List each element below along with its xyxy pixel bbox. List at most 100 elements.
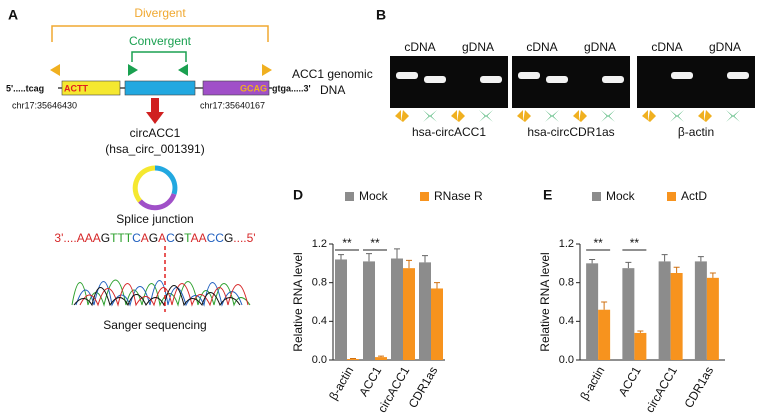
base: 3'....AAA bbox=[54, 231, 100, 245]
y-axis-label: Relative RNA level bbox=[538, 252, 552, 351]
base: G bbox=[101, 231, 110, 245]
legend-label: ActD bbox=[681, 189, 707, 203]
base: G bbox=[149, 231, 158, 245]
coordinate: chr17:35640167 bbox=[200, 100, 265, 110]
gene-label: hsa-circCDR1as bbox=[527, 125, 614, 139]
bar bbox=[431, 288, 443, 360]
panel-label: D bbox=[293, 187, 303, 203]
legend-label: Mock bbox=[359, 189, 389, 203]
error-bar bbox=[673, 266, 680, 273]
band bbox=[480, 76, 502, 83]
exon bbox=[61, 80, 121, 96]
x-tick-label: β-actin bbox=[326, 364, 356, 402]
convergent-label: Convergent bbox=[129, 34, 192, 48]
base: AA bbox=[191, 231, 207, 245]
legend-label: Mock bbox=[606, 189, 636, 203]
primer-pair bbox=[517, 110, 531, 122]
gel: cDNA gDNA hsa-circACC1 cDNA gDNA hsa-circCDR1… bbox=[390, 40, 755, 139]
y-tick-label: 1.2 bbox=[559, 238, 574, 250]
primer-pair bbox=[479, 110, 493, 122]
x-tick-label: ACC1 bbox=[356, 364, 384, 399]
circ-name: circACC1 bbox=[130, 126, 181, 140]
base: G bbox=[175, 231, 184, 245]
bar bbox=[419, 262, 431, 360]
legend-swatch bbox=[667, 192, 676, 201]
junction-label: Splice junction bbox=[116, 212, 193, 226]
primer-pair bbox=[601, 110, 615, 122]
gel-image bbox=[637, 56, 755, 108]
sequence: 3'....AAAGTTTCAGACGTAACCG....5' bbox=[54, 231, 255, 245]
error-bar bbox=[422, 255, 428, 263]
bar bbox=[403, 268, 415, 360]
x-tick-label: circACC1 bbox=[643, 364, 681, 415]
band bbox=[727, 72, 749, 79]
bar bbox=[598, 309, 611, 360]
y-tick-label: 0.4 bbox=[559, 315, 574, 327]
band bbox=[518, 72, 540, 79]
y-tick-label: 0.4 bbox=[312, 315, 327, 327]
base: C bbox=[132, 231, 141, 245]
dna-label: ACC1 genomic bbox=[292, 67, 373, 81]
band bbox=[424, 76, 446, 83]
band bbox=[671, 72, 693, 79]
base: ....5' bbox=[233, 231, 255, 245]
base: C bbox=[166, 231, 175, 245]
bar bbox=[622, 268, 635, 360]
base: G bbox=[224, 231, 233, 245]
divergent-bracket bbox=[51, 25, 269, 42]
flank: 5'.....tcag bbox=[6, 83, 44, 93]
primer-pair bbox=[545, 110, 559, 122]
exon bbox=[124, 80, 196, 96]
y-tick-label: 0.8 bbox=[559, 277, 574, 289]
circ-id: (hsa_circ_001391) bbox=[105, 142, 204, 156]
lane-label: cDNA bbox=[651, 40, 682, 54]
flank: gtga.....3' bbox=[272, 83, 311, 93]
coordinate: chr17:35646430 bbox=[12, 100, 77, 110]
primer-pair bbox=[642, 110, 656, 122]
y-tick-label: 0.8 bbox=[312, 277, 327, 289]
error-bar bbox=[338, 254, 344, 260]
primer bbox=[262, 64, 272, 76]
arrow bbox=[146, 98, 164, 124]
bar bbox=[694, 261, 707, 360]
base: A bbox=[158, 231, 166, 245]
error-bar bbox=[697, 256, 704, 262]
lane-label: gDNA bbox=[709, 40, 741, 54]
error-bar bbox=[406, 259, 412, 269]
exon-end: GCAG bbox=[240, 83, 267, 93]
error-bar bbox=[709, 272, 716, 278]
error-bar bbox=[601, 301, 608, 310]
bar bbox=[706, 277, 719, 360]
bar bbox=[634, 332, 647, 360]
y-tick-label: 0.0 bbox=[312, 354, 327, 366]
error-bar bbox=[589, 258, 596, 264]
legend-swatch bbox=[592, 192, 601, 201]
primer-pair bbox=[726, 110, 740, 122]
bar bbox=[658, 261, 671, 360]
y-axis-label: Relative RNA level bbox=[291, 252, 305, 351]
error-bar bbox=[366, 253, 372, 262]
band bbox=[396, 72, 418, 79]
lane-label: cDNA bbox=[526, 40, 557, 54]
convergent-bracket bbox=[131, 51, 187, 62]
chromatogram bbox=[71, 279, 251, 307]
panel-label: B bbox=[376, 7, 386, 23]
y-tick-label: 1.2 bbox=[312, 238, 327, 250]
divergent-label: Divergent bbox=[134, 6, 186, 20]
exon-end: ACTT bbox=[64, 83, 88, 93]
primer-pair bbox=[395, 110, 409, 122]
legend-swatch bbox=[345, 192, 354, 201]
band bbox=[546, 76, 568, 83]
bar bbox=[375, 357, 387, 360]
sanger-label: Sanger sequencing bbox=[103, 318, 206, 332]
bar bbox=[670, 273, 683, 360]
x-tick-label: β-actin bbox=[577, 364, 607, 402]
gene-label: β-actin bbox=[678, 125, 714, 139]
lane-label: cDNA bbox=[404, 40, 435, 54]
error-bar bbox=[661, 254, 668, 262]
circ-rna bbox=[132, 165, 178, 211]
error-bar bbox=[625, 261, 632, 269]
x-tick-label: CDR1as bbox=[681, 364, 716, 410]
base: TTT bbox=[110, 231, 133, 245]
